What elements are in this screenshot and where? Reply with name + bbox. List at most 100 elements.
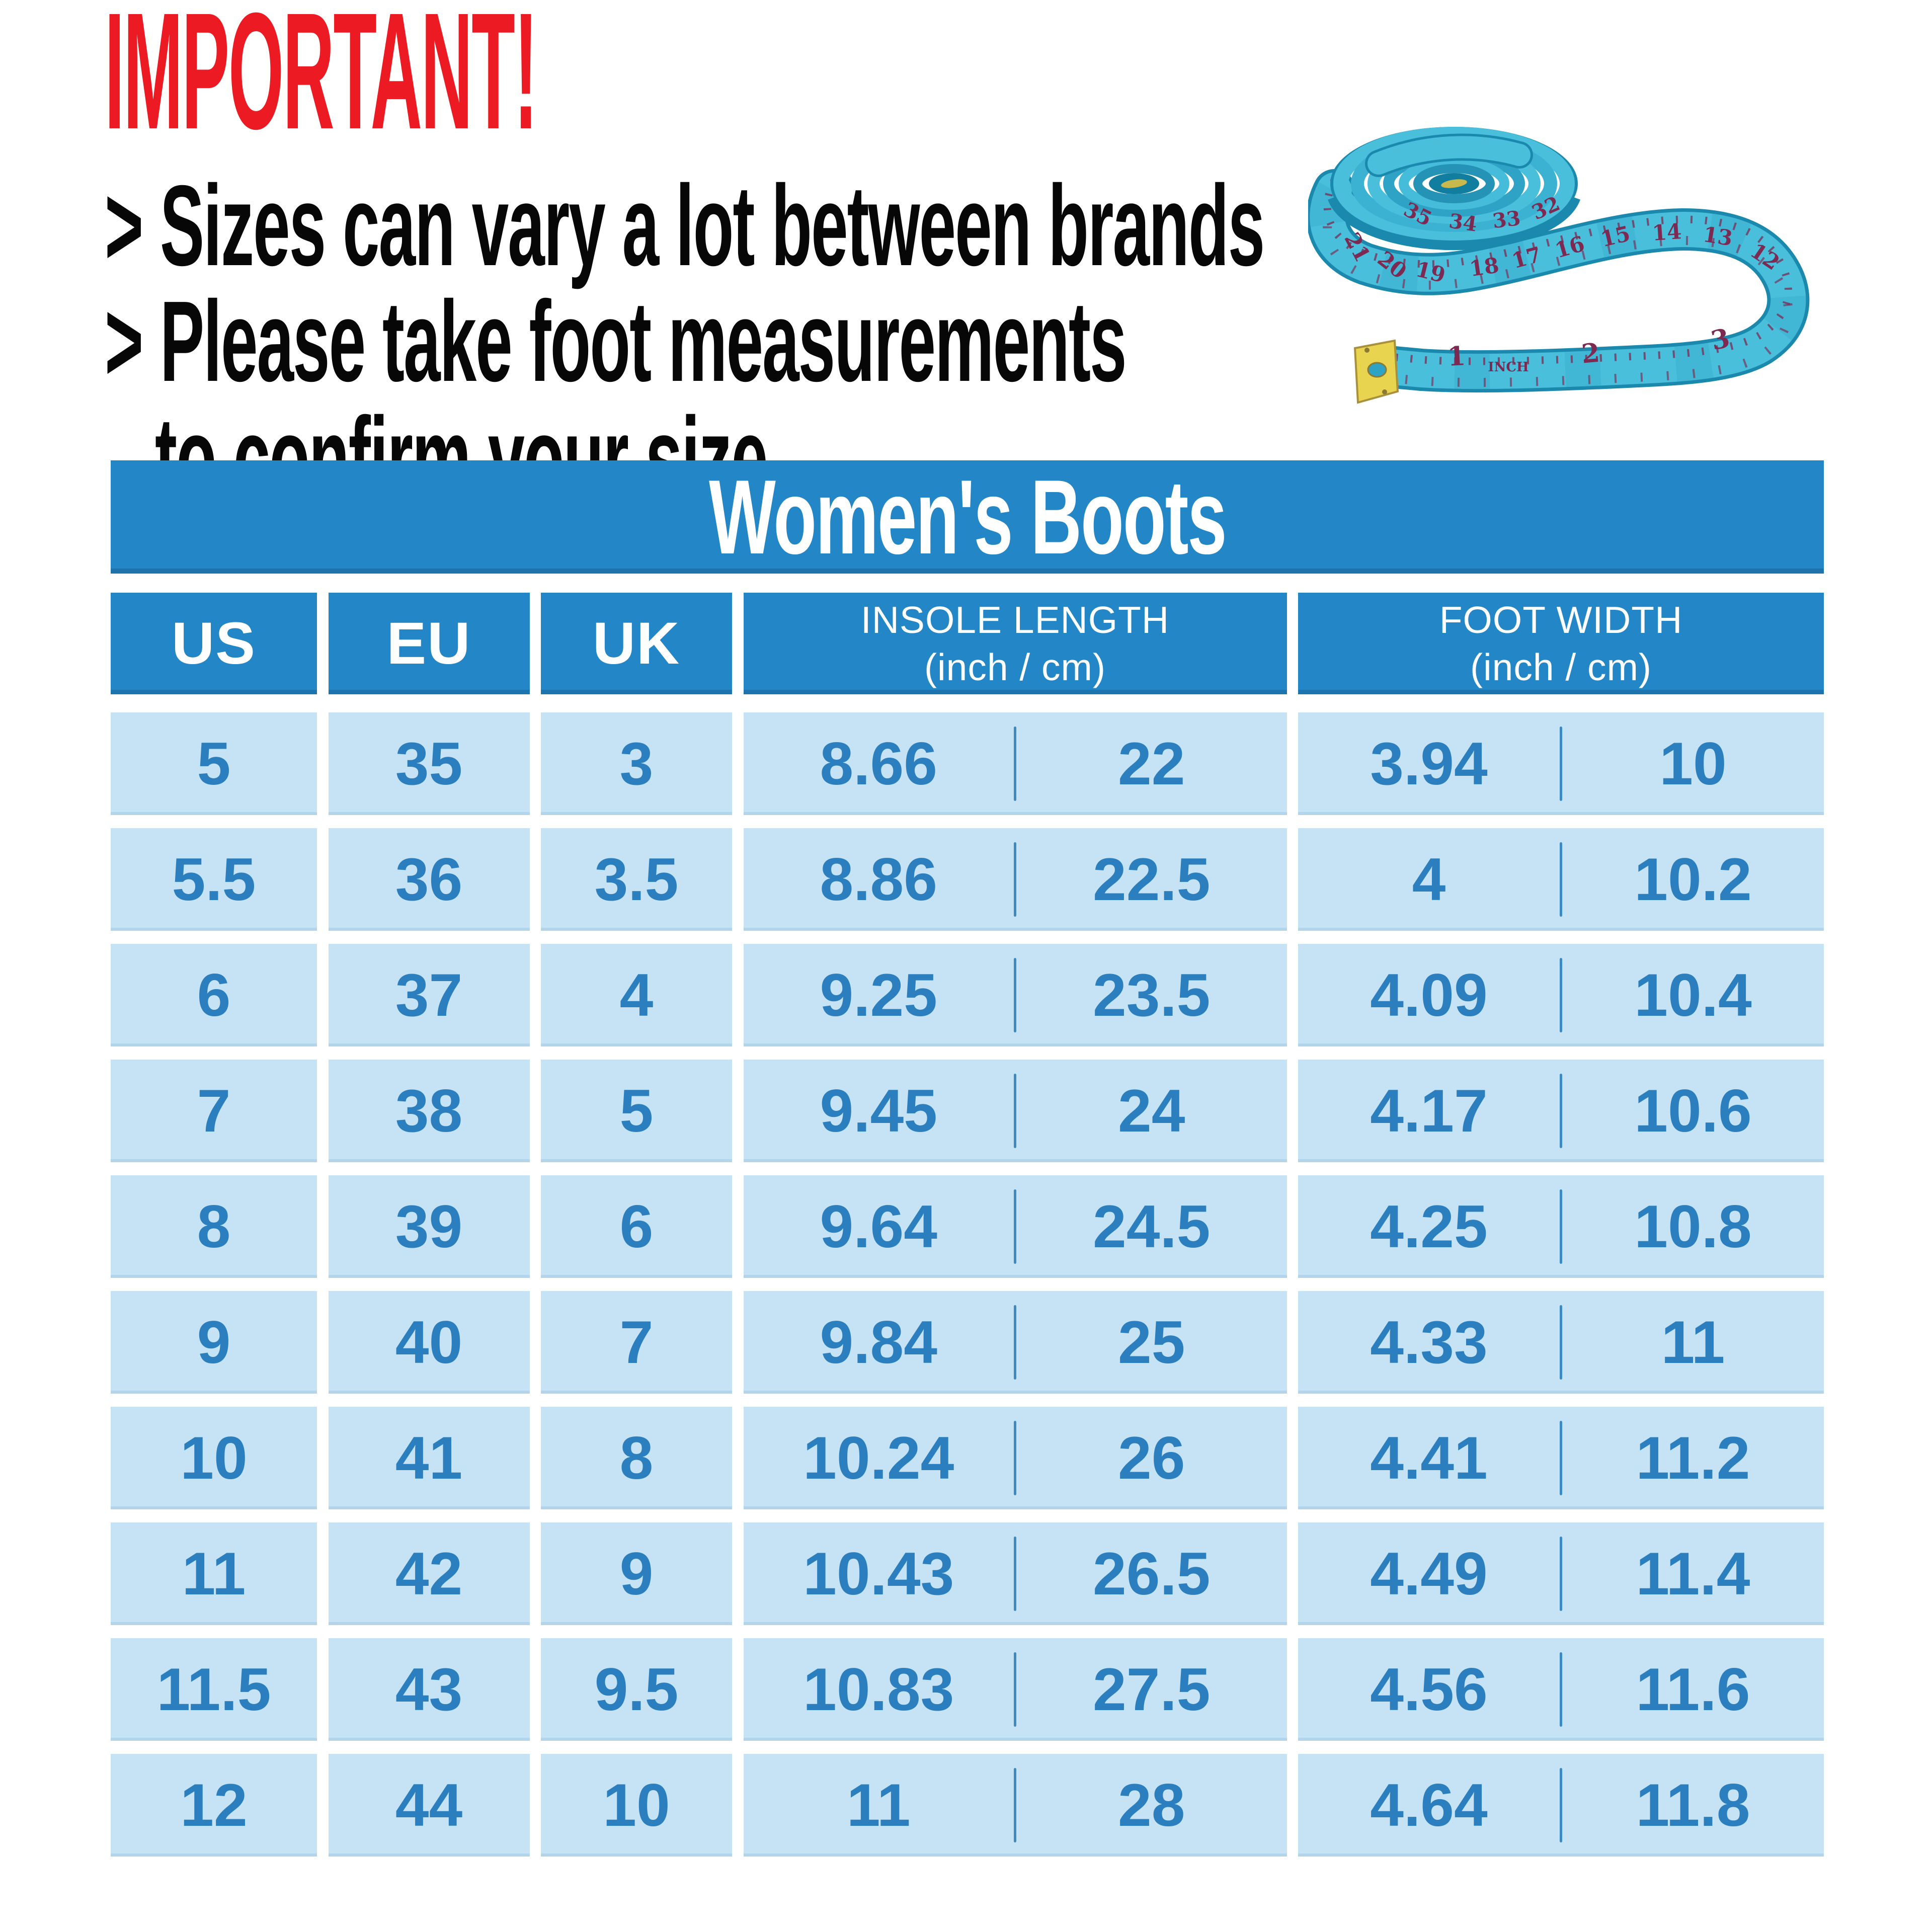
insole-cm-value: 23.5 bbox=[1092, 961, 1211, 1029]
us-size-value: 7 bbox=[197, 1077, 231, 1145]
insole-inch-value: 8.86 bbox=[820, 846, 938, 913]
table-row: 6 37 4 9.25 23.5 4.09 10.4 bbox=[111, 944, 1824, 1046]
us-size-value: 5 bbox=[197, 730, 231, 797]
eu-size-cell: 40 bbox=[328, 1291, 530, 1394]
size-table: Women's Boots US EU UK INSOLE LENGTH (in… bbox=[111, 460, 1824, 1857]
svg-text:2: 2 bbox=[1580, 338, 1601, 370]
divider-line bbox=[1014, 958, 1016, 1032]
header-uk: UK bbox=[541, 593, 732, 694]
us-size-cell: 5.5 bbox=[111, 828, 317, 931]
table-row: 9 40 7 9.84 25 4.33 11 bbox=[111, 1291, 1824, 1394]
eu-size-value: 37 bbox=[395, 961, 463, 1029]
foot-width-cell: 4.64 11.8 bbox=[1298, 1754, 1824, 1857]
foot-cm-value: 10.2 bbox=[1634, 846, 1752, 913]
foot-cm-value: 10.6 bbox=[1634, 1077, 1752, 1145]
notice-line-1: > Sizes can vary a lot between brands bbox=[105, 162, 1265, 290]
insole-cm-value: 24 bbox=[1118, 1077, 1185, 1145]
table-row: 5 35 3 8.66 22 3.94 10 bbox=[111, 712, 1824, 815]
uk-size-cell: 10 bbox=[541, 1754, 732, 1857]
eu-size-cell: 35 bbox=[328, 712, 530, 815]
eu-size-cell: 37 bbox=[328, 944, 530, 1046]
header-eu: EU bbox=[328, 593, 530, 694]
us-size-cell: 5 bbox=[111, 712, 317, 815]
insole-length-cell: 11 28 bbox=[743, 1754, 1287, 1857]
insole-inch-value: 10.24 bbox=[803, 1424, 954, 1492]
divider-line bbox=[1014, 1189, 1016, 1264]
divider-line bbox=[1014, 1074, 1016, 1148]
notice-block: IMPORTANT! > Sizes can vary a lot betwee… bbox=[105, 0, 1932, 516]
foot-cm-value: 11.8 bbox=[1636, 1772, 1750, 1839]
insole-inch-value: 10.43 bbox=[803, 1540, 954, 1607]
eu-size-value: 44 bbox=[395, 1772, 463, 1839]
insole-inch-value: 8.66 bbox=[820, 730, 938, 797]
insole-cm-value: 26.5 bbox=[1092, 1540, 1211, 1607]
divider-line bbox=[1014, 1421, 1016, 1495]
foot-cm-value: 11.2 bbox=[1636, 1424, 1750, 1492]
uk-size-value: 5 bbox=[619, 1077, 654, 1145]
table-row: 11 42 9 10.43 26.5 4.49 11.4 bbox=[111, 1522, 1824, 1625]
us-size-value: 11 bbox=[182, 1540, 246, 1607]
header-foot-units: (inch / cm) bbox=[1470, 646, 1652, 688]
foot-inch-value: 4.25 bbox=[1370, 1193, 1488, 1260]
foot-inch-value: 4.49 bbox=[1370, 1540, 1488, 1607]
uk-size-value: 7 bbox=[619, 1309, 654, 1376]
eu-size-value: 42 bbox=[395, 1540, 463, 1607]
foot-width-cell: 4.49 11.4 bbox=[1298, 1522, 1824, 1625]
eu-size-value: 35 bbox=[395, 730, 463, 797]
header-uk-label: UK bbox=[592, 610, 681, 677]
insole-cm-value: 28 bbox=[1118, 1772, 1185, 1839]
insole-length-cell: 9.25 23.5 bbox=[743, 944, 1287, 1046]
foot-inch-value: 4 bbox=[1412, 846, 1446, 913]
notice-heading: IMPORTANT! bbox=[105, 0, 538, 164]
divider-line bbox=[1014, 842, 1016, 917]
tape-inch-label: INCH bbox=[1488, 360, 1528, 375]
tape-inch-numbers: 1 2 3 INCH bbox=[1446, 323, 1732, 375]
insole-cm-value: 27.5 bbox=[1092, 1656, 1211, 1723]
uk-size-value: 10 bbox=[603, 1772, 670, 1839]
uk-size-value: 6 bbox=[619, 1193, 654, 1260]
divider-line bbox=[1014, 1652, 1016, 1727]
header-eu-label: EU bbox=[386, 610, 471, 677]
divider-line bbox=[1560, 958, 1562, 1032]
insole-length-cell: 10.83 27.5 bbox=[743, 1638, 1287, 1741]
foot-width-cell: 3.94 10 bbox=[1298, 712, 1824, 815]
header-us: US bbox=[111, 593, 317, 694]
divider-line bbox=[1014, 1305, 1016, 1380]
foot-inch-value: 4.41 bbox=[1370, 1424, 1488, 1492]
foot-cm-value: 10.4 bbox=[1634, 961, 1752, 1029]
foot-width-cell: 4 10.2 bbox=[1298, 828, 1824, 931]
table-row: 10 41 8 10.24 26 4.41 11.2 bbox=[111, 1407, 1824, 1509]
us-size-cell: 8 bbox=[111, 1175, 317, 1278]
eu-size-cell: 42 bbox=[328, 1522, 530, 1625]
foot-cm-value: 11 bbox=[1661, 1309, 1725, 1376]
us-size-cell: 11 bbox=[111, 1522, 317, 1625]
insole-length-cell: 8.86 22.5 bbox=[743, 828, 1287, 931]
uk-size-value: 9 bbox=[619, 1540, 654, 1607]
foot-inch-value: 4.17 bbox=[1370, 1077, 1488, 1145]
foot-cm-value: 10.8 bbox=[1634, 1193, 1752, 1260]
insole-length-cell: 10.43 26.5 bbox=[743, 1522, 1287, 1625]
divider-line bbox=[1560, 1652, 1562, 1727]
us-size-cell: 6 bbox=[111, 944, 317, 1046]
divider-line bbox=[1560, 1768, 1562, 1842]
insole-inch-value: 11 bbox=[846, 1772, 911, 1839]
divider-line bbox=[1014, 727, 1016, 801]
uk-size-cell: 5 bbox=[541, 1060, 732, 1162]
us-size-value: 6 bbox=[197, 961, 231, 1029]
svg-text:33: 33 bbox=[1491, 206, 1522, 233]
insole-inch-value: 9.25 bbox=[820, 961, 938, 1029]
table-row: 5.5 36 3.5 8.86 22.5 4 10.2 bbox=[111, 828, 1824, 931]
divider-line bbox=[1560, 727, 1562, 801]
us-size-value: 10 bbox=[180, 1424, 248, 1492]
us-size-value: 11.5 bbox=[156, 1656, 271, 1723]
foot-width-cell: 4.09 10.4 bbox=[1298, 944, 1824, 1046]
table-title: Women's Boots bbox=[708, 457, 1227, 576]
foot-width-cell: 4.33 11 bbox=[1298, 1291, 1824, 1394]
us-size-cell: 7 bbox=[111, 1060, 317, 1162]
us-size-value: 5.5 bbox=[172, 846, 256, 913]
insole-length-cell: 9.84 25 bbox=[743, 1291, 1287, 1394]
insole-inch-value: 9.45 bbox=[820, 1077, 938, 1145]
size-table-body: 5 35 3 8.66 22 3.94 10 5.5 36 3.5 8.86 bbox=[111, 712, 1824, 1857]
